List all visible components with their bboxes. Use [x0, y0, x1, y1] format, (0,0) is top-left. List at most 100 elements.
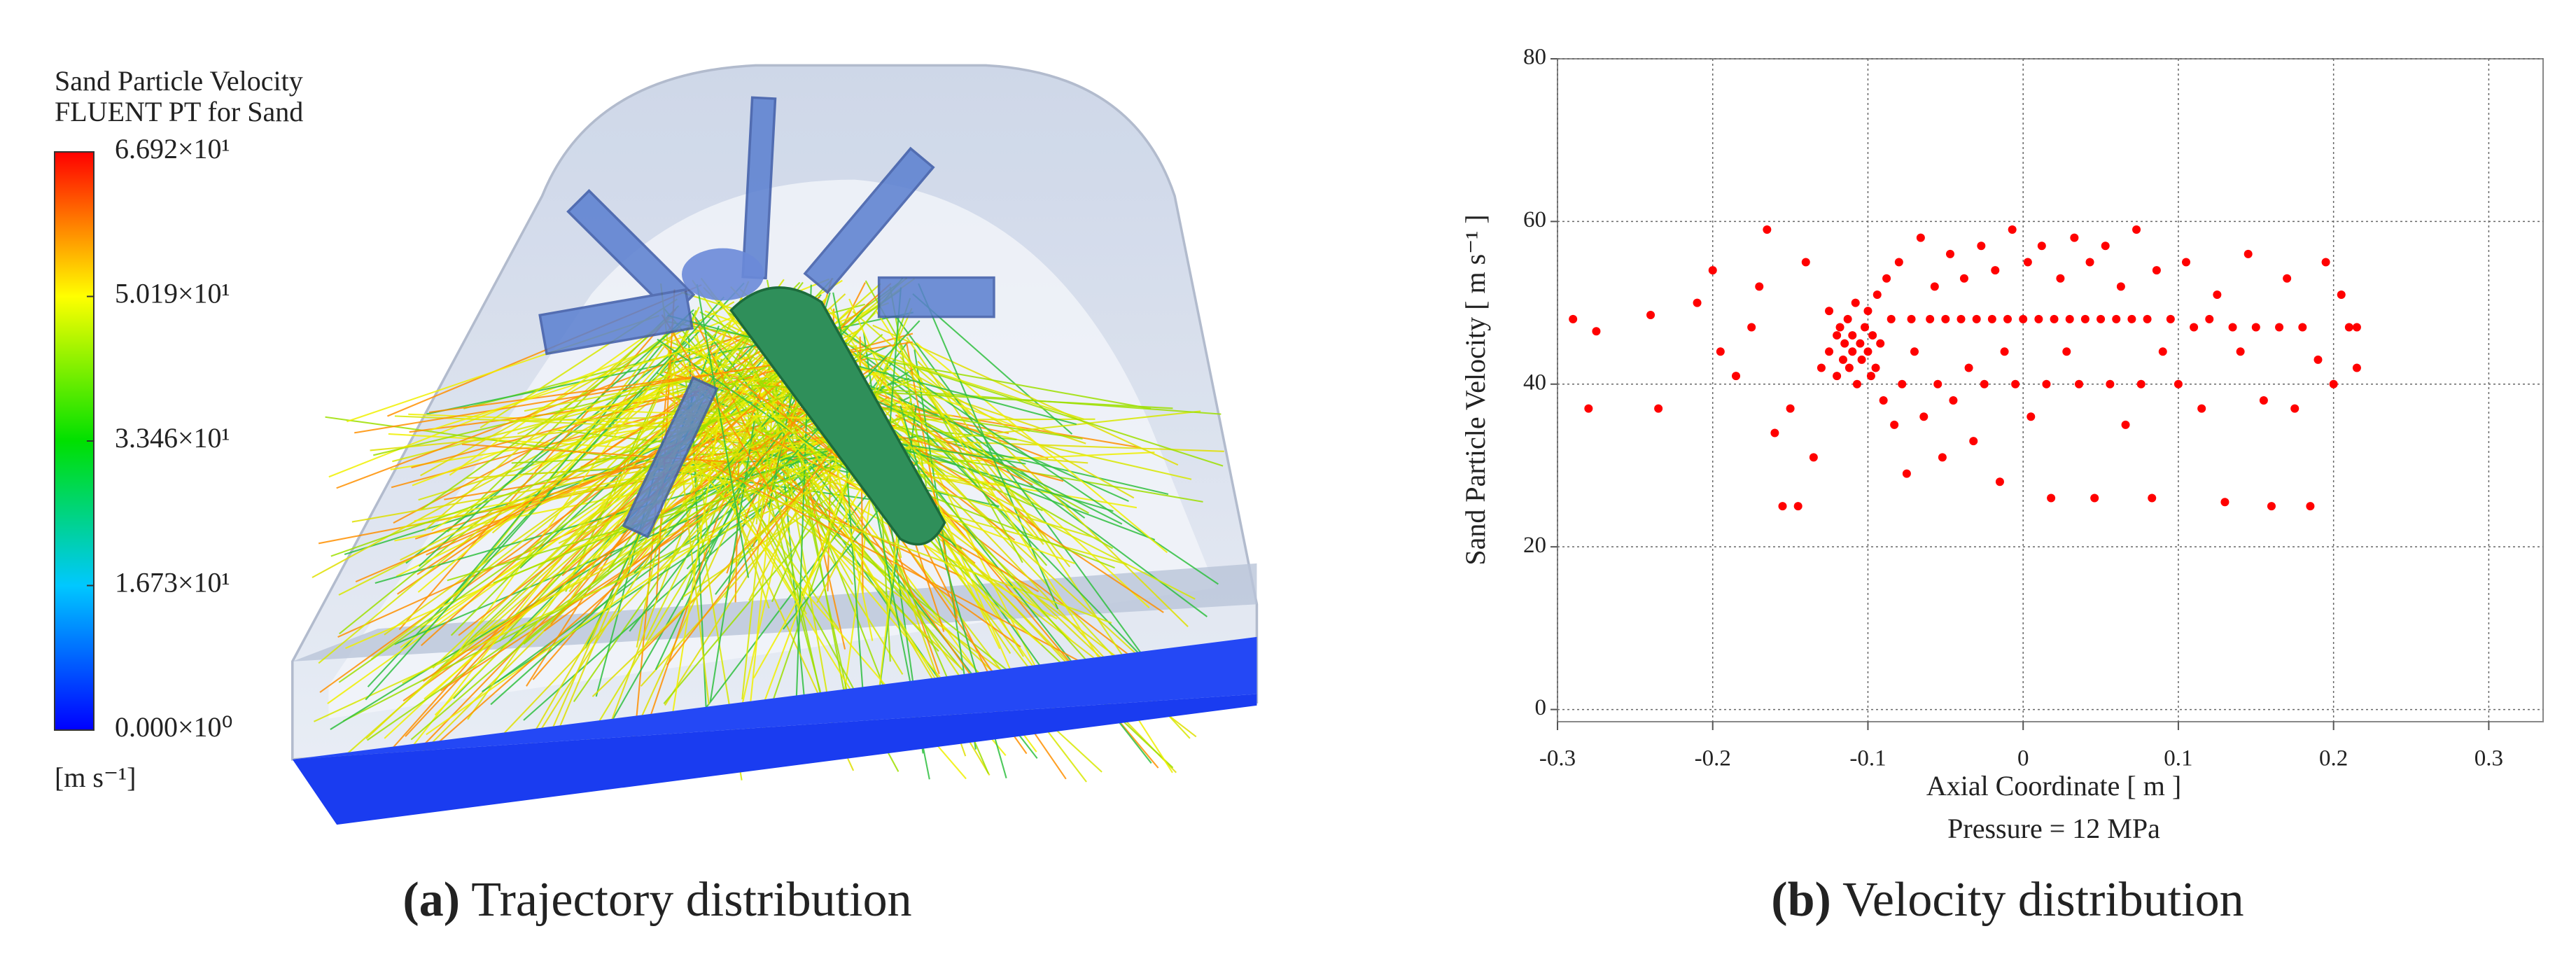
trajectory — [690, 419, 767, 493]
point — [2062, 347, 2071, 356]
y-tick-label: 60 — [1523, 207, 1546, 232]
trajectory — [909, 365, 1224, 467]
point — [1856, 339, 1865, 348]
point — [2101, 241, 2110, 251]
point — [1980, 379, 1989, 388]
point — [2321, 258, 2330, 267]
point — [2112, 314, 2121, 323]
point — [2182, 258, 2191, 267]
point — [1876, 339, 1885, 348]
point — [1863, 347, 1872, 356]
point — [2026, 412, 2036, 421]
point — [1646, 311, 1656, 320]
colorbar-unit: [m s⁻¹] — [55, 762, 136, 793]
plot-frame — [1557, 58, 2544, 722]
trajectory — [654, 465, 752, 671]
colorbar-title: Sand Particle Velocity — [55, 65, 303, 97]
point — [2166, 314, 2175, 323]
point — [1833, 331, 1842, 340]
point — [1584, 404, 1593, 413]
point — [2116, 282, 2125, 291]
point — [1863, 307, 1872, 316]
point — [1747, 323, 1756, 332]
point — [2000, 347, 2009, 356]
point — [2329, 379, 2338, 388]
point — [1995, 477, 2004, 486]
point — [1919, 412, 1928, 421]
trajectory — [449, 316, 673, 476]
x-tick-label: 0 — [2017, 746, 2029, 771]
trajectory — [661, 314, 772, 492]
trajectory — [313, 444, 913, 722]
caption-tag: (b) — [1771, 873, 1831, 927]
point — [2136, 379, 2146, 388]
point — [2085, 258, 2094, 267]
point — [2251, 323, 2260, 332]
point — [1886, 314, 1896, 323]
point — [2065, 314, 2074, 323]
trajectory — [528, 465, 708, 750]
x-tick-label: -0.2 — [1695, 746, 1731, 771]
point — [2352, 323, 2361, 332]
floor-top — [292, 636, 1257, 760]
point — [2023, 258, 2032, 267]
point — [1731, 372, 1740, 381]
point — [2314, 355, 2323, 364]
point — [1716, 347, 1725, 356]
trajectory — [752, 380, 972, 737]
point — [1852, 379, 1861, 388]
trajectory — [659, 283, 710, 705]
point — [1871, 363, 1880, 372]
trajectory — [430, 338, 719, 431]
point — [1843, 314, 1852, 323]
trajectory — [805, 313, 1086, 519]
x-tick-label: 0.1 — [2164, 746, 2192, 771]
trajectory — [414, 437, 841, 522]
point — [2228, 323, 2237, 332]
point — [2244, 249, 2253, 258]
point — [1890, 420, 1899, 429]
colorbar: Sand Particle Velocity FLUENT PT for San… — [54, 65, 303, 793]
point — [1825, 307, 1834, 316]
point — [2352, 363, 2361, 372]
x-tick-label: 0.3 — [2474, 746, 2503, 771]
y-tick-label: 20 — [1523, 533, 1546, 558]
trajectory — [432, 298, 827, 669]
trajectory — [524, 369, 739, 412]
trajectory — [783, 451, 1155, 470]
point — [1816, 363, 1826, 372]
point — [1778, 502, 1787, 511]
trajectory — [918, 283, 1059, 610]
point — [2047, 493, 2056, 503]
trajectory — [447, 454, 874, 582]
trajectory — [678, 335, 1042, 646]
point — [1851, 298, 1860, 307]
point — [1933, 379, 1942, 388]
point — [1987, 314, 1996, 323]
point — [1964, 363, 1973, 372]
point — [1972, 314, 1981, 323]
point — [2011, 379, 2020, 388]
colorbar-tick-label: 0.000×10⁰ — [115, 711, 233, 743]
trajectory — [788, 445, 1100, 540]
point — [2127, 314, 2136, 323]
trajectory — [330, 388, 808, 557]
trajectory — [526, 430, 710, 747]
point — [1872, 290, 1882, 299]
colorbar-tick-label: 6.692×10¹ — [115, 133, 230, 164]
trajectory — [409, 394, 699, 433]
point — [1907, 314, 1916, 323]
trajectory — [852, 311, 971, 415]
point — [2132, 225, 2141, 234]
trajectory — [582, 426, 791, 536]
point — [2337, 290, 2346, 299]
y-tick-label: 80 — [1523, 45, 1546, 70]
point — [1969, 437, 1978, 446]
point — [1786, 404, 1795, 413]
x-tick-label: 0.2 — [2319, 746, 2348, 771]
trajectory — [685, 381, 1173, 410]
trajectory — [696, 284, 750, 578]
trajectory — [426, 430, 792, 753]
caption: (a) Trajectory distribution — [402, 873, 911, 927]
